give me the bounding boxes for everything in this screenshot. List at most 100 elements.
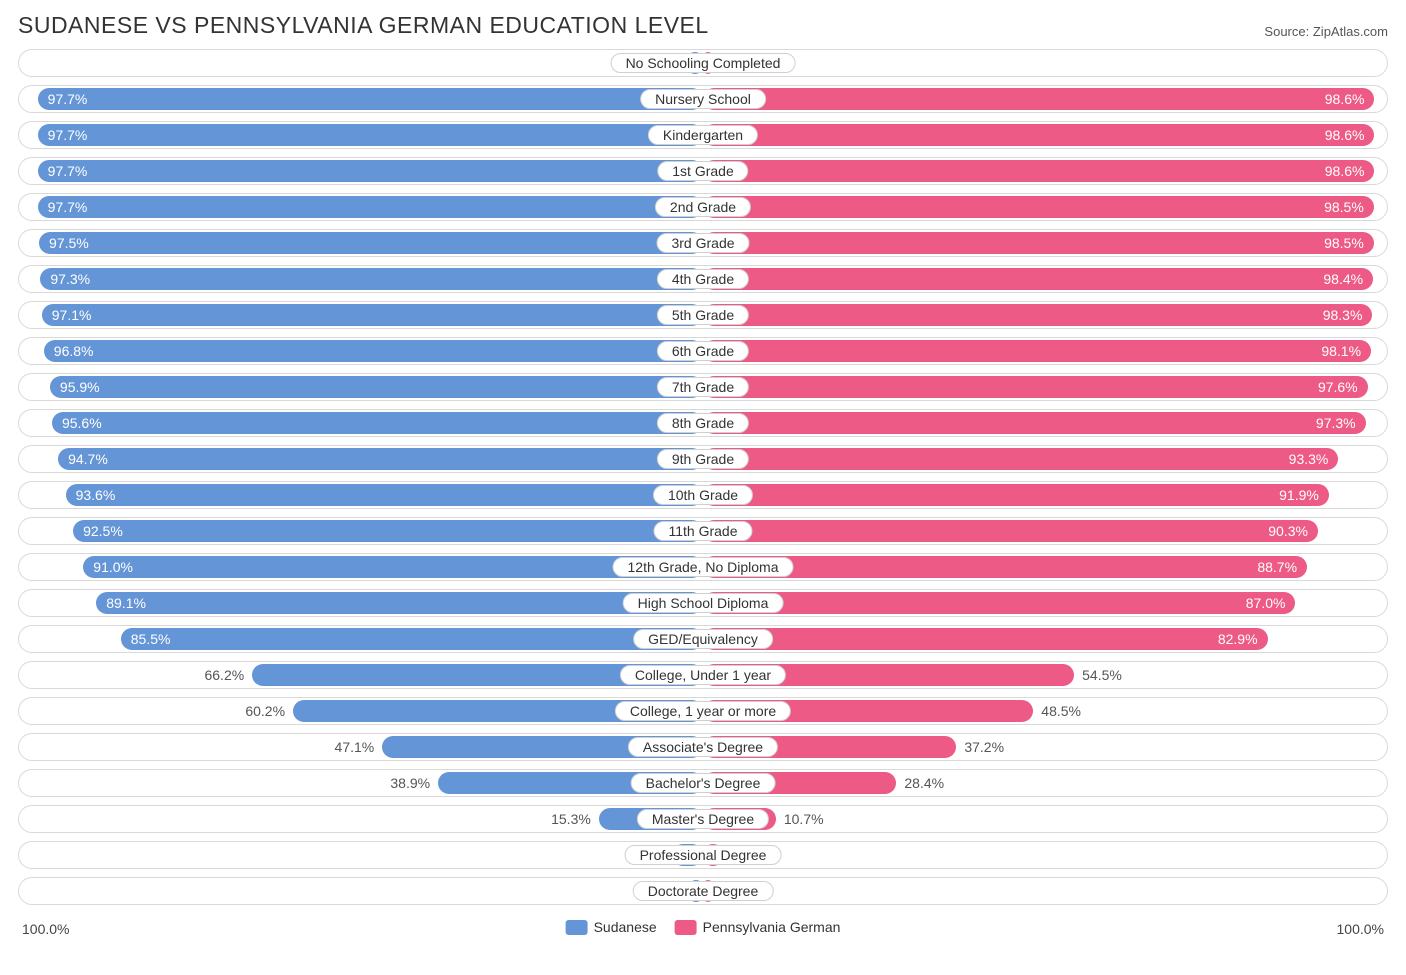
bar-right-value: 98.5% xyxy=(1324,235,1364,251)
bar-right-value: 98.4% xyxy=(1323,271,1363,287)
bar-left-value: 97.7% xyxy=(48,163,88,179)
category-label: No Schooling Completed xyxy=(611,53,796,73)
category-label: College, 1 year or more xyxy=(615,701,791,721)
bar-row: 97.7% 98.6% Kindergarten xyxy=(18,121,1388,149)
bar-right-value: 97.3% xyxy=(1316,415,1356,431)
category-label: 1st Grade xyxy=(657,161,748,181)
bar-right-value: 98.3% xyxy=(1323,307,1363,323)
legend-item-right: Pennsylvania German xyxy=(675,919,841,935)
bar-row: 97.7%98.5%2nd Grade xyxy=(18,193,1388,221)
bar-right-value: 90.3% xyxy=(1268,523,1308,539)
bar-row: 2.1%1.4%Doctorate Degree xyxy=(18,877,1388,905)
bar-right-value: 82.9% xyxy=(1218,631,1258,647)
bar-right-value: 98.5% xyxy=(1324,199,1364,215)
bar-left: 97.1% xyxy=(42,304,703,326)
bar-row: 47.1%37.2%Associate's Degree xyxy=(18,733,1388,761)
category-label: GED/Equivalency xyxy=(633,629,773,649)
chart-container: SUDANESE VS PENNSYLVANIA GERMAN EDUCATIO… xyxy=(0,0,1406,975)
bar-row: 94.7%93.3%9th Grade xyxy=(18,445,1388,473)
bar-left: 97.7% xyxy=(38,196,703,218)
source-attribution: Source: ZipAtlas.com xyxy=(1264,24,1388,39)
legend-swatch-right xyxy=(675,920,697,935)
bar-right: 91.9% xyxy=(703,484,1329,506)
bar-left-value: 97.1% xyxy=(52,307,92,323)
bar-left: 95.9% xyxy=(50,376,703,398)
bar-left-value: 97.7% xyxy=(48,91,88,107)
bar-right-value: 98.6% xyxy=(1325,127,1365,143)
bar-left: 97.3% xyxy=(40,268,703,290)
category-label: Kindergarten xyxy=(648,125,758,145)
bar-right-value: 91.9% xyxy=(1279,487,1319,503)
source-name: ZipAtlas.com xyxy=(1313,24,1388,39)
category-label: 4th Grade xyxy=(657,269,749,289)
bar-right: 97.3% xyxy=(703,412,1366,434)
bar-right: 82.9% xyxy=(703,628,1268,650)
bar-row: 38.9%28.4%Bachelor's Degree xyxy=(18,769,1388,797)
category-label: 8th Grade xyxy=(657,413,749,433)
bar-right-value: 93.3% xyxy=(1289,451,1329,467)
header: SUDANESE VS PENNSYLVANIA GERMAN EDUCATIO… xyxy=(18,12,1388,39)
bar-right-value: 98.6% xyxy=(1325,91,1365,107)
bar-left: 97.5% xyxy=(39,232,703,254)
category-label: 11th Grade xyxy=(653,521,752,541)
category-label: 12th Grade, No Diploma xyxy=(613,557,794,577)
bar-right-value: 54.5% xyxy=(1074,667,1122,683)
bar-left-value: 92.5% xyxy=(83,523,123,539)
bar-right-value: 37.2% xyxy=(956,739,1004,755)
source-prefix: Source: xyxy=(1264,24,1309,39)
bar-left-value: 95.9% xyxy=(60,379,100,395)
bar-right: 98.6% xyxy=(703,88,1374,110)
bar-right: 88.7% xyxy=(703,556,1307,578)
bar-left-value: 97.7% xyxy=(48,127,88,143)
bar-left-value: 15.3% xyxy=(551,811,599,827)
bar-left: 96.8% xyxy=(44,340,703,362)
category-label: High School Diploma xyxy=(623,593,784,613)
diverging-bar-chart: 2.3%1.5%No Schooling Completed97.7%98.6%… xyxy=(18,49,1388,913)
bar-left-value: 91.0% xyxy=(93,559,133,575)
bar-left: 97.7% xyxy=(38,88,703,110)
bar-left: 92.5% xyxy=(73,520,703,542)
bar-left-value: 85.5% xyxy=(131,631,171,647)
bar-right-value: 10.7% xyxy=(776,811,824,827)
axis-legend-row: 100.0% Sudanese Pennsylvania German 100.… xyxy=(18,917,1388,945)
bar-right: 98.6% xyxy=(703,160,1374,182)
bar-right-value: 98.6% xyxy=(1325,163,1365,179)
bar-left-value: 94.7% xyxy=(68,451,108,467)
bar-row: 92.5% 90.3% 11th Grade xyxy=(18,517,1388,545)
bar-right: 90.3% xyxy=(703,520,1318,542)
category-label: College, Under 1 year xyxy=(620,665,786,685)
bar-right: 97.6% xyxy=(703,376,1368,398)
bar-right: 93.3% xyxy=(703,448,1338,470)
bar-left-value: 66.2% xyxy=(204,667,252,683)
bar-left: 97.7% xyxy=(38,160,703,182)
legend: Sudanese Pennsylvania German xyxy=(566,919,841,935)
bar-left-value: 95.6% xyxy=(62,415,102,431)
bar-row: 95.9% 97.6%7th Grade xyxy=(18,373,1388,401)
bar-left: 85.5% xyxy=(121,628,703,650)
bar-right-value: 48.5% xyxy=(1033,703,1081,719)
bar-left-value: 93.6% xyxy=(76,487,116,503)
bar-right: 87.0% xyxy=(703,592,1295,614)
legend-item-left: Sudanese xyxy=(566,919,657,935)
bar-left: 97.7% xyxy=(38,124,703,146)
category-label: Bachelor's Degree xyxy=(631,773,776,793)
bar-row: 97.3% 98.4% 4th Grade xyxy=(18,265,1388,293)
legend-label-right: Pennsylvania German xyxy=(703,919,841,935)
category-label: 10th Grade xyxy=(653,485,753,505)
bar-row: 89.1% 87.0%High School Diploma xyxy=(18,589,1388,617)
bar-left-value: 60.2% xyxy=(245,703,293,719)
bar-row: 96.8%98.1%6th Grade xyxy=(18,337,1388,365)
bar-row: 97.1%98.3%5th Grade xyxy=(18,301,1388,329)
category-label: 7th Grade xyxy=(657,377,749,397)
bar-right: 98.5% xyxy=(703,196,1374,218)
bar-left-value: 89.1% xyxy=(106,595,146,611)
category-label: Nursery School xyxy=(640,89,766,109)
bar-row: 66.2% 54.5% College, Under 1 year xyxy=(18,661,1388,689)
bar-row: 97.7% 98.6% 1st Grade xyxy=(18,157,1388,185)
bar-left: 91.0% xyxy=(83,556,703,578)
bar-row: 97.5%98.5%3rd Grade xyxy=(18,229,1388,257)
category-label: 6th Grade xyxy=(657,341,749,361)
bar-left: 93.6% xyxy=(66,484,703,506)
bar-right: 98.6% xyxy=(703,124,1374,146)
category-label: Professional Degree xyxy=(625,845,782,865)
